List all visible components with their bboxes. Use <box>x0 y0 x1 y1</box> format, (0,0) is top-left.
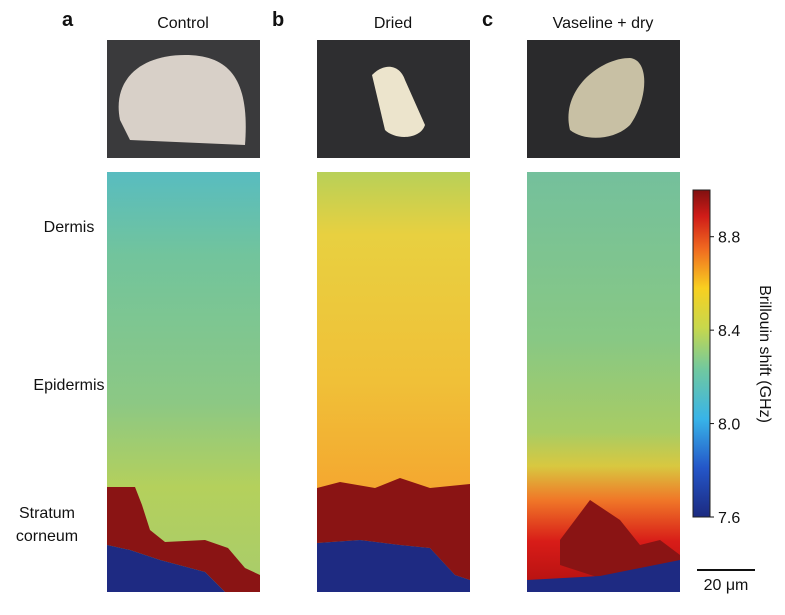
colorbar-tick-label: 8.0 <box>718 417 740 434</box>
heatmap-region <box>560 500 680 578</box>
colorbar-tick-label: 8.4 <box>718 323 740 340</box>
scale-bar-label: 20 μm <box>704 577 749 594</box>
photo-tissue <box>568 58 645 138</box>
row-label: Stratum corneum <box>15 505 79 545</box>
heatmap-region <box>107 487 260 592</box>
row-label: Epidermis <box>33 377 105 394</box>
photo-tissue <box>372 66 425 137</box>
colorbar <box>692 189 711 518</box>
heatmap-region <box>317 540 470 592</box>
colorbar-tick-label: 7.6 <box>718 510 740 527</box>
panel-title: Vaseline + dry <box>553 15 654 32</box>
colorbar-tick-label: 8.8 <box>718 230 740 247</box>
panel-letter: a <box>62 9 74 31</box>
panel-title: Dried <box>374 15 412 32</box>
row-label: Dermis <box>43 219 95 236</box>
panel-letter: b <box>272 9 284 31</box>
panel-title: Control <box>157 15 209 32</box>
heatmap-region <box>317 478 470 580</box>
colorbar-label: Brillouin shift (GHz) <box>756 285 773 423</box>
photo-tissue <box>118 55 246 145</box>
heatmap-region <box>527 560 680 592</box>
panel-letter: c <box>482 9 493 31</box>
heatmap-region <box>107 545 225 592</box>
